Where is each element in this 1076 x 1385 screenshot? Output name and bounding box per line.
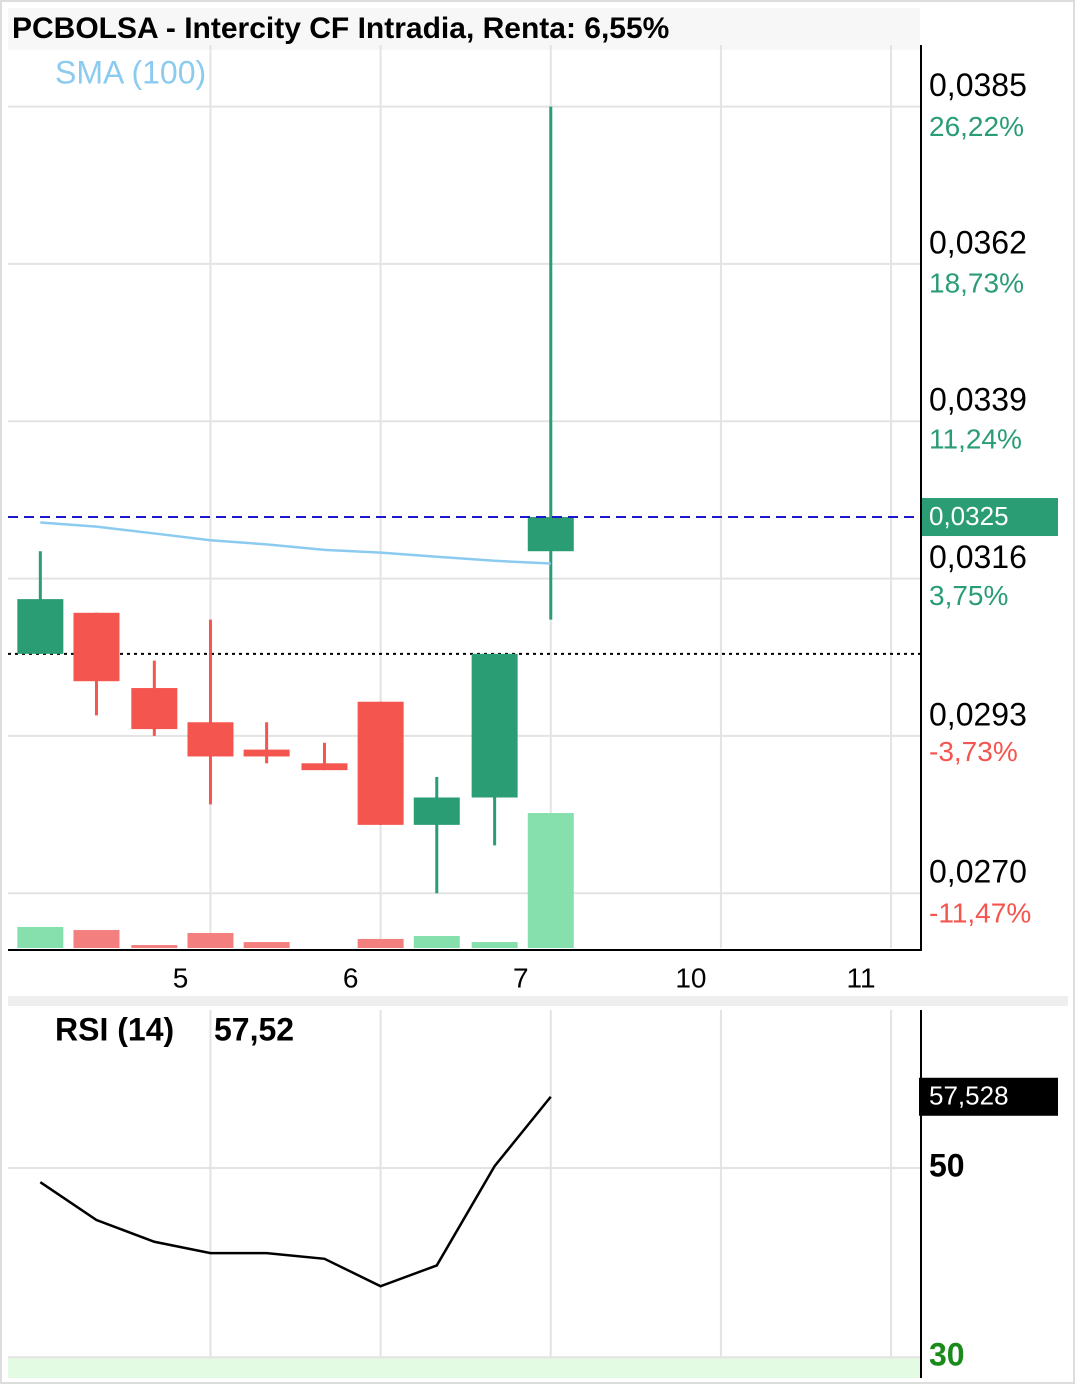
- volume-bar: [413, 935, 460, 948]
- candle-body: [301, 763, 348, 771]
- oversold-zone: [8, 1357, 920, 1378]
- y2-tick-label: 26,22%: [929, 111, 1024, 142]
- y-tick-label: 0,0316: [929, 539, 1027, 575]
- x-tick-label: 6: [343, 962, 359, 993]
- y-tick-label: 0,0270: [929, 854, 1027, 890]
- volume-bar: [73, 930, 120, 948]
- volume-bar: [527, 813, 574, 948]
- volume-bar: [357, 938, 404, 948]
- volume-bar: [243, 942, 290, 948]
- candle-body: [243, 749, 290, 757]
- y2-tick-label: -11,47%: [929, 898, 1031, 929]
- volume-bar: [471, 942, 518, 948]
- y-tick-label: 50: [929, 1147, 965, 1183]
- last-price-box: [921, 498, 1058, 537]
- rsi-title: RSI (14): [55, 1011, 174, 1047]
- y-tick-label: 0,0362: [929, 224, 1027, 260]
- rsi-value: 57,52: [214, 1011, 294, 1047]
- volume-bar: [187, 933, 234, 948]
- y-tick-label: 0,0385: [929, 67, 1027, 103]
- candle-body: [527, 517, 574, 552]
- y2-tick-label: 18,73%: [929, 267, 1024, 298]
- y2-tick-label: -3,73%: [929, 736, 1018, 767]
- rsi-last-label: 57,528: [929, 1081, 1009, 1111]
- x-tick-label: 10: [675, 962, 706, 993]
- indicator-label: SMA (100): [55, 54, 206, 90]
- chart-title: PCBOLSA - Intercity CF Intradia, Renta: …: [12, 12, 669, 45]
- x-tick-label: 5: [173, 962, 189, 993]
- x-tick-label: 7: [513, 962, 529, 993]
- volume-bar: [131, 945, 178, 948]
- candle-body: [73, 612, 120, 682]
- y-tick-label: 30: [929, 1337, 965, 1373]
- volume-bar: [17, 926, 64, 948]
- candle-body: [357, 701, 404, 825]
- candle-body: [131, 688, 178, 730]
- title-bar: [8, 8, 920, 50]
- candle-body: [187, 722, 234, 757]
- candle-body: [471, 653, 518, 798]
- x-tick-label: 11: [847, 962, 876, 993]
- y-tick-label: 0,0293: [929, 696, 1027, 732]
- rsi-last-box: [919, 1077, 1058, 1116]
- y2-tick-label: 11,24%: [929, 424, 1022, 455]
- y-tick-label: 0,0339: [929, 382, 1027, 418]
- sma-line: [40, 521, 551, 565]
- rsi-line: [39, 1095, 552, 1288]
- candle-body: [17, 599, 64, 654]
- y2-tick-label: 3,75%: [929, 580, 1008, 611]
- candle-body: [413, 797, 460, 825]
- panel-separator: [8, 996, 1068, 1006]
- last-price-label: 0,0325: [929, 501, 1009, 531]
